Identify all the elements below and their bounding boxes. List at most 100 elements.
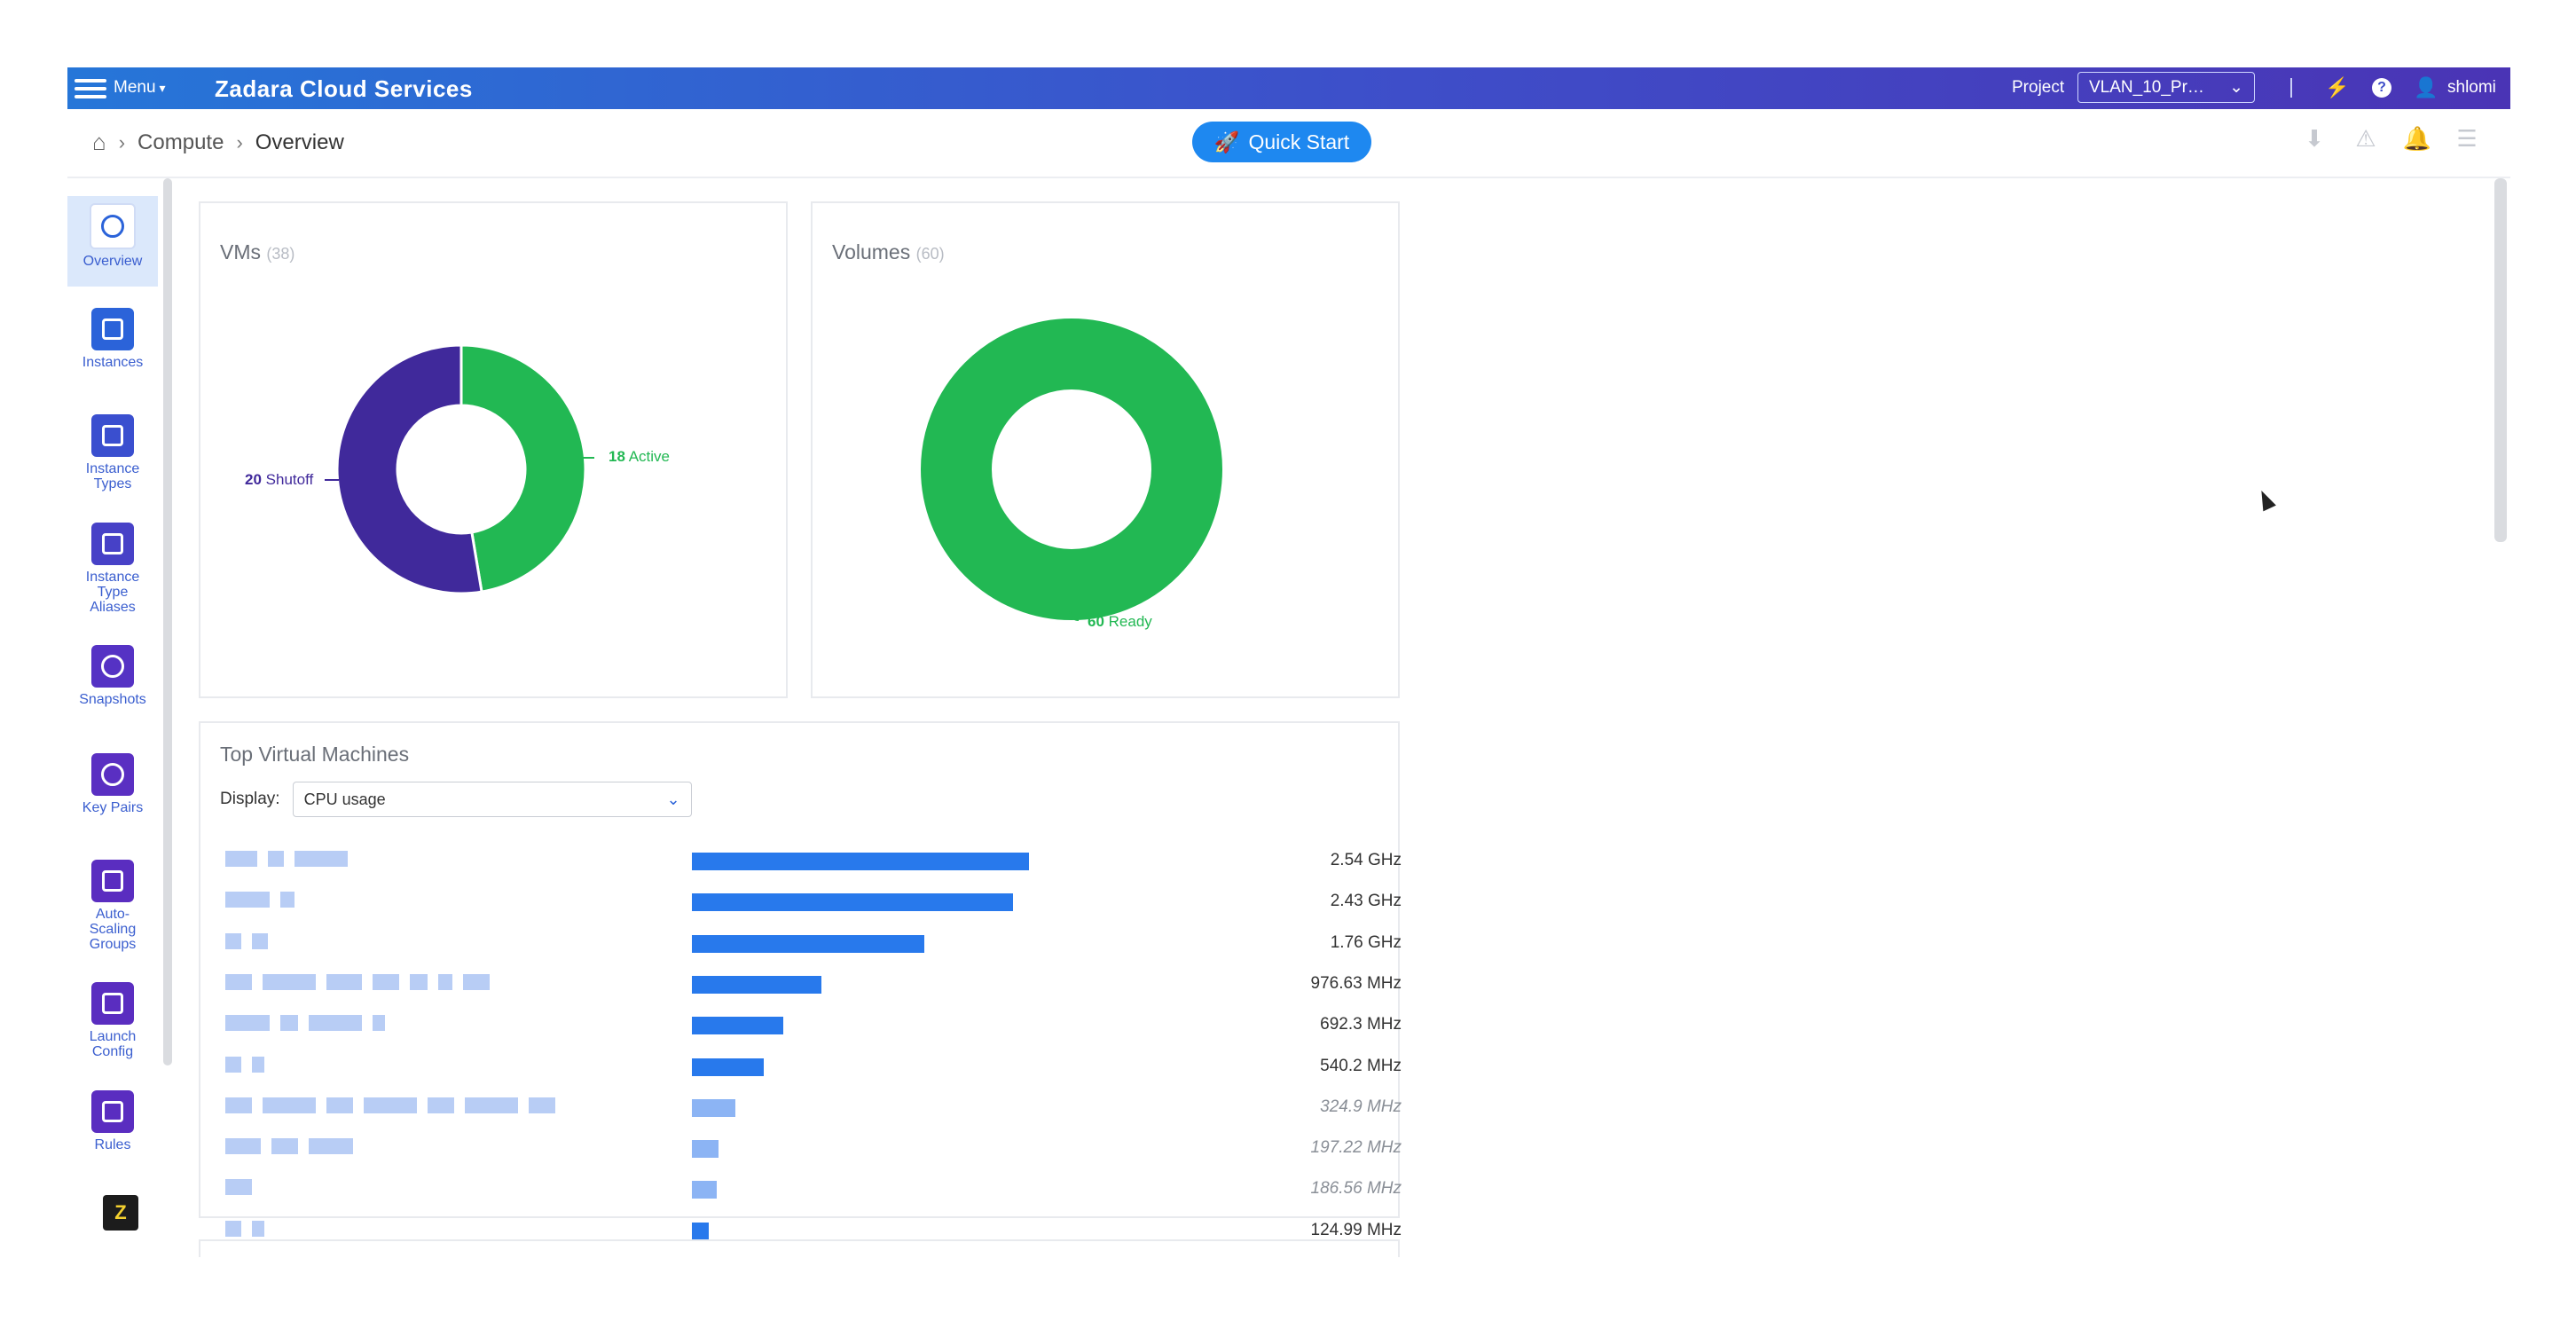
sidebar-item-label: Instance Type Aliases [85,570,140,615]
sidebar-item-instances[interactable]: Instances [67,308,158,370]
sidebar-item-label: Key Pairs [82,800,144,815]
shutoff-slice [335,343,483,595]
vm-usage-bar [692,893,1014,912]
vm-usage-bar [692,1017,784,1035]
active-text: Active [628,448,671,465]
menu-label: Menu [114,78,156,97]
user-name[interactable]: shlomi [2447,78,2496,97]
ready-value: 60 [1088,613,1104,630]
menu-button[interactable]: Menu ▾ [114,78,166,98]
vms-title: VMs [220,240,261,263]
vms-card: VMs (38) 20 Shutoff 18 Active [199,201,788,698]
next-card [199,1239,1400,1257]
project-select[interactable]: VLAN_10_Pr… ⌄ [2077,72,2255,103]
sidebar-item-rules[interactable]: Rules [67,1090,158,1152]
hamburger-menu-icon[interactable] [75,75,106,101]
breadcrumb-compute[interactable]: Compute [137,130,224,154]
overview-icon [90,203,136,249]
vm-usage-value: 124.99 MHz [1310,1220,1402,1239]
list-item[interactable]: 124.99 MHz [200,1210,1425,1251]
sidebar-item-key-pairs[interactable]: Key Pairs [67,753,158,815]
ready-leader-line [1069,610,1080,621]
chevron-down-icon: ⌄ [666,790,680,808]
vms-donut-chart [325,343,594,595]
breadcrumb: ⌂ › Compute › Overview [92,129,344,156]
list-icon[interactable]: ☰ [2456,124,2478,152]
display-select[interactable]: CPU usage ⌄ [292,782,692,817]
vm-usage-value: 197.22 MHz [1310,1138,1402,1158]
sidebar-item-launch-config[interactable]: Launch Config [67,982,158,1059]
vm-usage-bar [692,975,821,994]
ready-text: Ready [1108,613,1152,630]
sidebar: Overview Instances Instance Types Instan… [67,178,160,1254]
home-icon[interactable]: ⌂ [92,129,106,155]
chevron-right-icon: › [236,130,243,153]
app-title: Zadara Cloud Services [215,75,473,102]
volumes-count: (60) [915,245,945,263]
snapshots-icon [91,645,134,688]
vm-usage-bar [692,1058,764,1076]
list-item[interactable]: 540.2 MHz [200,1046,1425,1087]
vm-usage-value: 2.43 GHz [1330,892,1402,911]
sidebar-item-label: Overview [82,254,143,269]
warning-icon[interactable]: ⚠ [2355,124,2376,152]
user-icon[interactable]: 👤 [2414,76,2439,98]
list-item[interactable]: 2.43 GHz [200,881,1425,922]
vm-usage-bar [692,1098,735,1117]
bell-icon[interactable]: 🔔 [2402,124,2432,152]
chevron-right-icon: › [118,130,126,153]
list-item[interactable]: 197.22 MHz [200,1128,1425,1168]
list-item[interactable]: 1.76 GHz [200,923,1425,963]
project-label: Project [2012,78,2065,97]
sidebar-item-snapshots[interactable]: Snapshots [67,645,158,707]
sidebar-item-label: Rules [94,1137,131,1152]
volumes-donut [921,318,1222,620]
vm-usage-value: 186.56 MHz [1310,1179,1402,1199]
sidebar-item-label: Launch Config [89,1029,137,1059]
sidebar-item-label: Snapshots [79,692,146,707]
sidebar-item-label: Auto-Scaling Groups [89,907,137,952]
active-value: 18 [609,448,625,465]
list-item[interactable]: 692.3 MHz [200,1004,1425,1045]
download-icon[interactable]: ⬇ [2305,124,2324,152]
vm-usage-bar [692,1181,717,1199]
breadcrumb-bar: ⌂ › Compute › Overview 🚀 Quick Start ⬇ ⚠… [67,109,2510,178]
volumes-card-title: Volumes (60) [832,240,945,264]
list-item[interactable]: 186.56 MHz [200,1168,1425,1209]
display-label: Display: [220,790,280,808]
zadara-logo: Z [103,1195,138,1231]
sidebar-scrollbar[interactable] [163,178,172,1065]
sidebar-item-overview[interactable]: Overview [67,196,158,287]
divider [2290,78,2292,98]
page-scrollbar[interactable] [2494,178,2507,542]
list-item[interactable]: 2.54 GHz [200,840,1425,881]
help-icon[interactable]: ? [2370,76,2393,99]
vms-donut [335,343,587,595]
sidebar-item-instance-type-aliases[interactable]: Instance Type Aliases [67,523,158,615]
vm-name-redacted [225,892,295,909]
top-bar: Menu ▾ Zadara Cloud Services Project VLA… [67,67,2510,109]
vm-usage-value: 976.63 MHz [1310,973,1402,993]
vm-name-redacted [225,1015,385,1033]
vm-usage-value: 324.9 MHz [1320,1097,1402,1116]
active-label: 18 Active [609,448,670,466]
instance-type-aliases-icon [91,523,134,565]
sidebar-item-auto-scaling-groups[interactable]: Auto-Scaling Groups [67,860,158,952]
volumes-card: Volumes (60) 60 Ready [811,201,1400,698]
chevron-down-icon: ⌄ [2229,78,2243,97]
vm-usage-bar [692,853,1029,870]
vm-name-redacted [225,851,348,869]
vm-usage-value: 540.2 MHz [1320,1056,1402,1075]
display-row: Display: CPU usage ⌄ [220,782,692,817]
lightning-icon[interactable]: ⚡ [2325,76,2350,98]
shutoff-value: 20 [245,471,262,488]
project-value: VLAN_10_Pr… [2089,77,2204,97]
list-item[interactable]: 976.63 MHz [200,963,1425,1004]
sidebar-item-label: Instances [82,355,144,370]
quick-start-label: Quick Start [1248,130,1350,153]
list-item[interactable]: 324.9 MHz [200,1087,1425,1128]
vms-count: (38) [266,245,295,263]
sidebar-item-instance-types[interactable]: Instance Types [67,414,158,491]
quick-start-button[interactable]: 🚀 Quick Start [1192,122,1371,162]
vm-name-redacted [225,1220,264,1238]
